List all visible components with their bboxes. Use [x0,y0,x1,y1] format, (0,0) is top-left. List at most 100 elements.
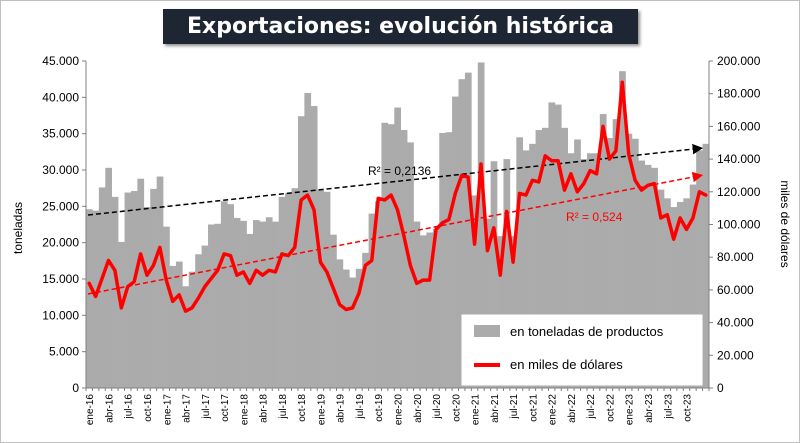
bar [381,122,389,389]
y-right-tick-label: 120.000 [717,185,761,199]
legend-box [461,314,703,386]
y-left-tick-label: 15.000 [42,272,79,286]
bar [599,114,607,389]
x-tick-label: ene-21 [471,394,482,426]
y-left-tick-label: 10.000 [42,308,79,322]
bar [458,79,466,389]
bar [98,187,106,388]
bar [214,223,222,388]
bar [195,254,202,388]
trendline-r2-toneladas: R² = 0,2136 [368,164,431,178]
x-tick-label: ene-22 [548,394,559,426]
bar [163,226,170,388]
bar [593,153,601,388]
x-tick-label: oct-22 [605,394,616,422]
bar [477,62,485,388]
x-tick-label: abr-21 [490,394,501,423]
x-tick-label: jul-21 [509,394,520,420]
y-right-tick-label: 100.000 [717,218,761,232]
bar [586,153,594,388]
y-left-tick-label: 40.000 [42,90,79,104]
bar [233,217,241,388]
y-right-tick-label: 200.000 [717,54,761,68]
bar [509,236,517,388]
bar [413,221,421,388]
bar [542,127,549,388]
trendline [87,171,704,295]
y-left-tick-label: 45.000 [42,54,79,68]
x-tick-label: ene-16 [85,394,96,426]
bar [394,107,402,388]
x-tick-label: jul-23 [663,394,674,420]
bar [644,164,652,388]
x-tick-label: jul-18 [278,394,289,420]
bar [368,213,376,388]
y-right-tick-label: 180.000 [717,87,761,101]
bar [259,221,267,388]
x-tick-label: ene-20 [394,394,405,426]
bar [464,72,472,388]
bar [150,188,157,388]
bar [696,150,703,388]
x-tick-label: abr-19 [336,394,347,423]
bar [278,196,286,388]
x-tick-label: abr-16 [104,394,115,423]
bar [304,92,312,388]
bar [143,207,151,388]
bar [471,195,479,388]
legend-label-bar: en toneladas de productos [510,324,664,339]
bar [631,138,639,388]
bar [156,176,164,388]
bar [497,236,504,388]
x-tick-label: jul-17 [201,394,212,420]
y-left-tick-label: 30.000 [42,163,79,177]
y-right-tick-label: 60.000 [717,283,754,297]
bar [169,265,177,388]
y-right-tick-label: 160.000 [717,119,761,133]
bar [625,133,633,388]
y-right-tick-label: 0 [717,381,724,395]
y-right-tick-label: 140.000 [717,152,761,166]
bar [612,119,620,388]
bar [130,191,138,388]
bar [529,143,536,388]
bar [375,201,382,388]
bar-series-toneladas [86,62,710,389]
axes: 0 5.000 10.000 15.000 20.000 25.000 30.000 35.0… [42,54,760,425]
bar [567,153,575,388]
bar [439,132,446,388]
bar [182,286,190,388]
x-tick-label: jul-20 [432,394,443,420]
bar [651,167,658,388]
y-left-tick-label: 0 [72,381,79,395]
bar [516,137,524,388]
x-tick-label: abr-23 [644,394,655,423]
x-tick-label: oct-21 [528,394,539,422]
bar [336,259,344,388]
bar [445,132,453,388]
legend-swatch-bar [474,325,500,337]
y-left-tick-label: 20.000 [42,236,79,250]
bar [291,188,299,388]
bar [432,228,440,388]
bar [342,269,350,388]
bar [330,234,337,388]
bar [92,210,100,388]
x-tick-label: oct-18 [297,394,308,422]
legend-label-line: en miles de dólares [510,357,623,372]
bar [355,268,363,388]
bar [240,220,247,388]
bar [619,71,626,389]
bar [702,143,710,388]
y-right-tick-label: 80.000 [717,250,754,264]
x-tick-label: jul-22 [586,394,597,420]
bar [580,159,588,388]
bar [400,130,408,388]
bar [574,139,581,388]
x-tick-label: oct-16 [143,394,154,422]
x-tick-label: abr-18 [259,394,270,423]
bar [683,198,691,388]
bar [676,201,684,388]
bar [362,252,369,388]
